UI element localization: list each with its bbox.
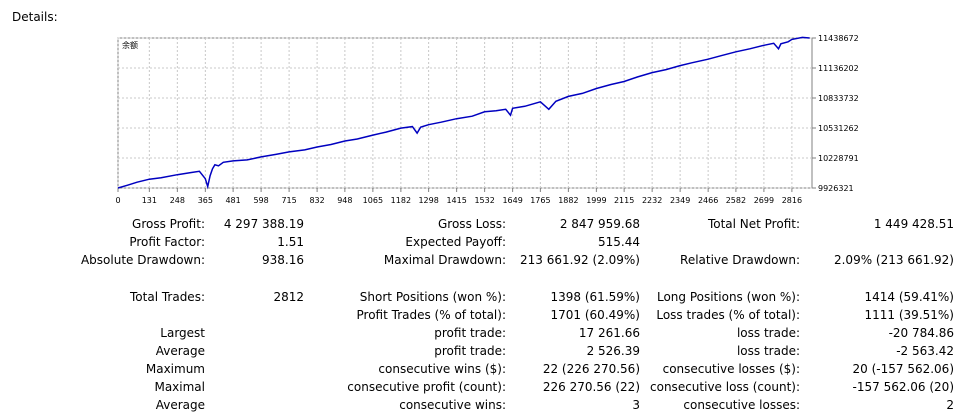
long-positions-value: 1414 (59.41%) xyxy=(864,290,954,304)
x-tick-label: 2466 xyxy=(698,196,718,205)
total-net-profit-label: Total Net Profit: xyxy=(707,217,800,231)
x-tick-label: 2582 xyxy=(726,196,746,205)
short-positions-value: 1398 (61.59%) xyxy=(550,290,640,304)
largest-profit-trade-value: 17 261.66 xyxy=(578,326,640,340)
x-tick-label: 2232 xyxy=(642,196,662,205)
expected-payoff-label: Expected Payoff: xyxy=(405,235,506,249)
x-tick-label: 0 xyxy=(115,196,120,205)
gross-profit-value: 4 297 388.19 xyxy=(223,217,304,231)
long-positions-label: Long Positions (won %): xyxy=(656,290,800,304)
loss-trades-label: Loss trades (% of total): xyxy=(656,308,800,322)
maximal-drawdown-label: Maximal Drawdown: xyxy=(383,253,506,267)
max-consecutive-wins-label: consecutive wins ($): xyxy=(378,362,506,376)
relative-drawdown-value: 2.09% (213 661.92) xyxy=(833,253,954,267)
x-tick-label: 2115 xyxy=(614,196,634,205)
total-net-profit-value: 1 449 428.51 xyxy=(873,217,954,231)
gross-loss-label: Gross Loss: xyxy=(438,217,506,231)
balance-chart: 0 131 248 365 481 598 715 832 948 1065 1182 1298 141… xyxy=(0,30,963,210)
max-consecutive-losses-value: 20 (-157 562.06) xyxy=(852,362,954,376)
maximum-label: Maximum xyxy=(145,362,205,376)
largest-profit-trade-label: profit trade: xyxy=(434,326,506,340)
maximal-label: Maximal xyxy=(154,380,205,394)
total-trades-value: 2812 xyxy=(273,290,304,304)
average-consecutive-losses-value: 2 xyxy=(946,398,954,412)
maximal-consecutive-profit-label: consecutive profit (count): xyxy=(347,380,506,394)
x-tick-label: 832 xyxy=(309,196,324,205)
x-tick-label: 948 xyxy=(337,196,352,205)
average-consecutive-label: Average xyxy=(155,398,205,412)
largest-label: Largest xyxy=(160,326,205,340)
average-loss-trade-value: -2 563.42 xyxy=(896,344,954,358)
relative-drawdown-label: Relative Drawdown: xyxy=(680,253,800,267)
maximal-consecutive-profit-value: 226 270.56 (22) xyxy=(542,380,640,394)
short-positions-label: Short Positions (won %): xyxy=(359,290,506,304)
x-tick-label: 1765 xyxy=(530,196,550,205)
x-tick-label: 1298 xyxy=(418,196,438,205)
loss-trades-value: 1111 (39.51%) xyxy=(864,308,954,322)
y-tick-label: 10833732 xyxy=(818,94,859,103)
largest-loss-trade-value: -20 784.86 xyxy=(888,326,954,340)
x-tick-label: 1649 xyxy=(502,196,522,205)
profit-factor-label: Profit Factor: xyxy=(129,235,205,249)
y-tick-label: 11438672 xyxy=(818,34,859,43)
profit-trades-value: 1701 (60.49%) xyxy=(550,308,640,322)
max-consecutive-wins-value: 22 (226 270.56) xyxy=(542,362,640,376)
profit-factor-value: 1.51 xyxy=(277,235,304,249)
expected-payoff-value: 515.44 xyxy=(598,235,640,249)
maximal-drawdown-value: 213 661.92 (2.09%) xyxy=(519,253,640,267)
x-tick-label: 2816 xyxy=(782,196,802,205)
average-consecutive-wins-value: 3 xyxy=(632,398,640,412)
absolute-drawdown-value: 938.16 xyxy=(262,253,304,267)
plot-frame xyxy=(117,37,813,189)
average-label: Average xyxy=(155,344,205,358)
x-tick-label: 715 xyxy=(281,196,296,205)
maximal-consecutive-loss-label: consecutive loss (count): xyxy=(650,380,800,394)
x-tick-label: 2699 xyxy=(754,196,774,205)
details-title: Details: xyxy=(12,10,58,24)
largest-loss-trade-label: loss trade: xyxy=(736,326,800,340)
x-tick-label: 481 xyxy=(225,196,240,205)
absolute-drawdown-label: Absolute Drawdown: xyxy=(80,253,205,267)
balance-line xyxy=(117,36,810,190)
chart-title: 余额 xyxy=(122,40,138,50)
gross-profit-label: Gross Profit: xyxy=(132,217,205,231)
maximal-consecutive-loss-value: -157 562.06 (20) xyxy=(852,380,954,394)
x-tick-label: 2349 xyxy=(670,196,690,205)
average-consecutive-wins-label: consecutive wins: xyxy=(399,398,506,412)
gross-loss-value: 2 847 959.68 xyxy=(559,217,640,231)
x-tick-label: 131 xyxy=(142,196,157,205)
max-consecutive-losses-label: consecutive losses ($): xyxy=(662,362,800,376)
x-tick-label: 1532 xyxy=(474,196,494,205)
average-loss-trade-label: loss trade: xyxy=(736,344,800,358)
average-consecutive-losses-label: consecutive losses: xyxy=(683,398,800,412)
y-tick-label: 9926321 xyxy=(818,184,854,193)
x-tick-label: 1882 xyxy=(558,196,578,205)
average-profit-trade-value: 2 526.39 xyxy=(586,344,640,358)
x-tick-label: 365 xyxy=(198,196,213,205)
y-tick-label: 10531262 xyxy=(818,124,859,133)
total-trades-label: Total Trades: xyxy=(130,290,205,304)
x-tick-label: 1065 xyxy=(363,196,383,205)
balance-chart-svg: 0 131 248 365 481 598 715 832 948 1065 1182 1298 141… xyxy=(115,34,859,205)
x-tick-label: 1415 xyxy=(446,196,466,205)
profit-trades-label: Profit Trades (% of total): xyxy=(356,308,506,322)
x-tick-label: 248 xyxy=(170,196,185,205)
x-tick-label: 598 xyxy=(253,196,268,205)
x-tick-label: 1182 xyxy=(391,196,411,205)
x-tick-label: 1999 xyxy=(586,196,606,205)
y-tick-label: 10228791 xyxy=(818,154,859,163)
y-tick-label: 11136202 xyxy=(818,64,859,73)
average-profit-trade-label: profit trade: xyxy=(434,344,506,358)
